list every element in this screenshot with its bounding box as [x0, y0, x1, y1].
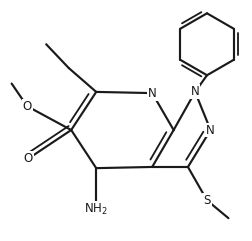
Text: S: S: [203, 194, 211, 207]
Text: N: N: [148, 87, 156, 100]
Text: N: N: [191, 85, 200, 98]
Text: O: O: [24, 152, 33, 165]
Text: N: N: [206, 124, 215, 137]
Text: O: O: [22, 100, 32, 113]
Text: NH$_2$: NH$_2$: [84, 201, 108, 217]
